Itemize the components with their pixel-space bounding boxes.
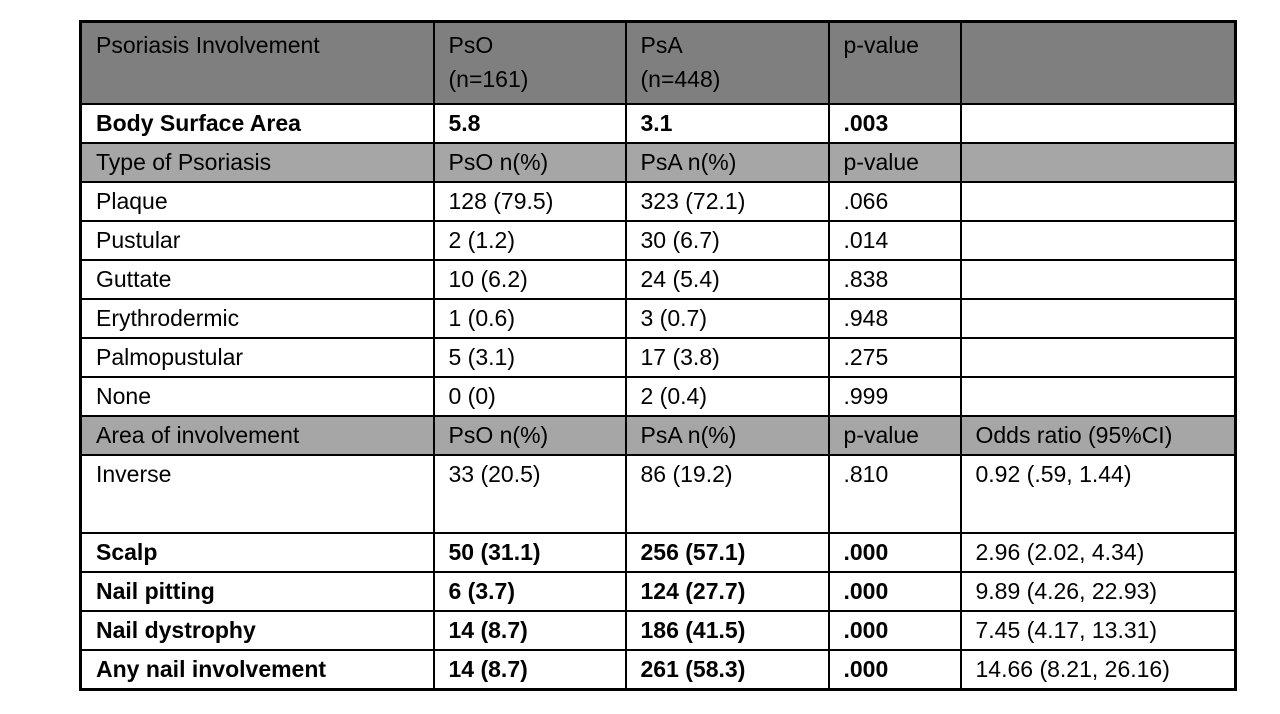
cell-pso-value: 5.8 <box>432 102 627 144</box>
header-psa-label: PsA <box>640 32 683 58</box>
cell-psa-value: 24 (5.4) <box>624 258 830 300</box>
cell-odds-ratio: 2.96 (2.02, 4.34) <box>959 531 1237 573</box>
row-body-surface-area: Body Surface Area 5.8 3.1 .003 <box>79 102 1237 144</box>
cell-p-value: .999 <box>827 375 962 417</box>
cell-psa-value: 3.1 <box>624 102 830 144</box>
cell-psa-value: 186 (41.5) <box>624 609 830 651</box>
cell-pso-value: PsO n(%) <box>432 414 627 456</box>
cell-psa-value: 261 (58.3) <box>624 648 830 690</box>
cell-row-label: Guttate <box>79 258 435 300</box>
cell-odds-ratio: 7.45 (4.17, 13.31) <box>959 609 1237 651</box>
cell-p-value: .000 <box>827 609 962 651</box>
row-nail-dystrophy: Nail dystrophy 14 (8.7) 186 (41.5) .000 … <box>79 609 1237 651</box>
cell-pso-value: 1 (0.6) <box>432 297 627 339</box>
cell-odds-ratio-header: Odds ratio (95%CI) <box>959 414 1237 456</box>
header-pso-label: PsO <box>448 32 494 58</box>
cell-odds-ratio <box>959 102 1237 144</box>
section-row-area-of-involvement: Area of involvement PsO n(%) PsA n(%) p-… <box>79 414 1237 456</box>
cell-psa-value: 256 (57.1) <box>624 531 830 573</box>
cell-row-label: Scalp <box>79 531 435 573</box>
row-guttate: Guttate 10 (6.2) 24 (5.4) .838 <box>79 258 1237 300</box>
cell-pso-value: 6 (3.7) <box>432 570 627 612</box>
cell-p-value: .014 <box>827 219 962 261</box>
cell-p-value: .948 <box>827 297 962 339</box>
row-scalp: Scalp 50 (31.1) 256 (57.1) .000 2.96 (2.… <box>79 531 1237 573</box>
cell-odds-ratio <box>959 141 1237 183</box>
cell-psa-value: 17 (3.8) <box>624 336 830 378</box>
cell-p-value: .810 <box>827 453 962 534</box>
cell-pso-value: 50 (31.1) <box>432 531 627 573</box>
cell-row-label: Erythrodermic <box>79 297 435 339</box>
cell-odds-ratio <box>959 297 1237 339</box>
cell-psa-value: 323 (72.1) <box>624 180 830 222</box>
header-cell-psoriasis-involvement: Psoriasis Involvement <box>79 20 435 105</box>
cell-row-label: Palmopustular <box>79 336 435 378</box>
header-cell-psa: PsA (n=448) <box>624 20 830 105</box>
cell-pso-value: 14 (8.7) <box>432 648 627 690</box>
cell-odds-ratio <box>959 258 1237 300</box>
row-any-nail-involvement: Any nail involvement 14 (8.7) 261 (58.3)… <box>79 648 1237 690</box>
cell-pso-value: 128 (79.5) <box>432 180 627 222</box>
cell-odds-ratio: 14.66 (8.21, 26.16) <box>959 648 1237 690</box>
cell-row-label: Type of Psoriasis <box>79 141 435 183</box>
row-inverse: Inverse 33 (20.5) 86 (19.2) .810 0.92 (.… <box>79 453 1237 534</box>
cell-p-value: .838 <box>827 258 962 300</box>
cell-pso-value: 10 (6.2) <box>432 258 627 300</box>
cell-p-value: .000 <box>827 570 962 612</box>
header-pso-n: (n=161) <box>448 66 529 92</box>
cell-psa-value: PsA n(%) <box>624 141 830 183</box>
cell-p-value: .003 <box>827 102 962 144</box>
header-psa-n: (n=448) <box>640 66 721 92</box>
header-cell-p-value: p-value <box>827 20 962 105</box>
cell-row-label: Inverse <box>79 453 435 534</box>
cell-pso-value: 0 (0) <box>432 375 627 417</box>
cell-psa-value: 2 (0.4) <box>624 375 830 417</box>
cell-pso-value: 5 (3.1) <box>432 336 627 378</box>
row-pustular: Pustular 2 (1.2) 30 (6.7) .014 <box>79 219 1237 261</box>
cell-p-value: .066 <box>827 180 962 222</box>
cell-pso-value: 33 (20.5) <box>432 453 627 534</box>
cell-odds-ratio <box>959 219 1237 261</box>
cell-odds-ratio <box>959 336 1237 378</box>
cell-row-label: Plaque <box>79 180 435 222</box>
row-nail-pitting: Nail pitting 6 (3.7) 124 (27.7) .000 9.8… <box>79 570 1237 612</box>
cell-row-label: Nail dystrophy <box>79 609 435 651</box>
cell-odds-ratio <box>959 375 1237 417</box>
header-cell-extra <box>959 20 1237 105</box>
cell-odds-ratio <box>959 180 1237 222</box>
cell-row-label: Area of involvement <box>79 414 435 456</box>
row-palmopustular: Palmopustular 5 (3.1) 17 (3.8) .275 <box>79 336 1237 378</box>
cell-pso-value: 14 (8.7) <box>432 609 627 651</box>
cell-row-label: Body Surface Area <box>79 102 435 144</box>
cell-pso-value: 2 (1.2) <box>432 219 627 261</box>
cell-psa-value: 124 (27.7) <box>624 570 830 612</box>
cell-p-value: .000 <box>827 648 962 690</box>
cell-row-label: None <box>79 375 435 417</box>
psoriasis-involvement-table: Psoriasis Involvement PsO (n=161) PsA (n… <box>79 20 1237 691</box>
cell-psa-value: PsA n(%) <box>624 414 830 456</box>
header-cell-pso: PsO (n=161) <box>432 20 627 105</box>
cell-row-label: Any nail involvement <box>79 648 435 690</box>
cell-psa-value: 3 (0.7) <box>624 297 830 339</box>
cell-odds-ratio: 9.89 (4.26, 22.93) <box>959 570 1237 612</box>
cell-psa-value: 86 (19.2) <box>624 453 830 534</box>
cell-p-value: .275 <box>827 336 962 378</box>
cell-psa-value: 30 (6.7) <box>624 219 830 261</box>
table-header-row: Psoriasis Involvement PsO (n=161) PsA (n… <box>79 20 1237 105</box>
cell-row-label: Nail pitting <box>79 570 435 612</box>
row-plaque: Plaque 128 (79.5) 323 (72.1) .066 <box>79 180 1237 222</box>
cell-p-value: p-value <box>827 414 962 456</box>
row-none: None 0 (0) 2 (0.4) .999 <box>79 375 1237 417</box>
row-erythrodermic: Erythrodermic 1 (0.6) 3 (0.7) .948 <box>79 297 1237 339</box>
cell-row-label: Pustular <box>79 219 435 261</box>
cell-p-value: .000 <box>827 531 962 573</box>
cell-p-value: p-value <box>827 141 962 183</box>
cell-odds-ratio: 0.92 (.59, 1.44) <box>959 453 1237 534</box>
section-row-type-of-psoriasis: Type of Psoriasis PsO n(%) PsA n(%) p-va… <box>79 141 1237 183</box>
cell-pso-value: PsO n(%) <box>432 141 627 183</box>
